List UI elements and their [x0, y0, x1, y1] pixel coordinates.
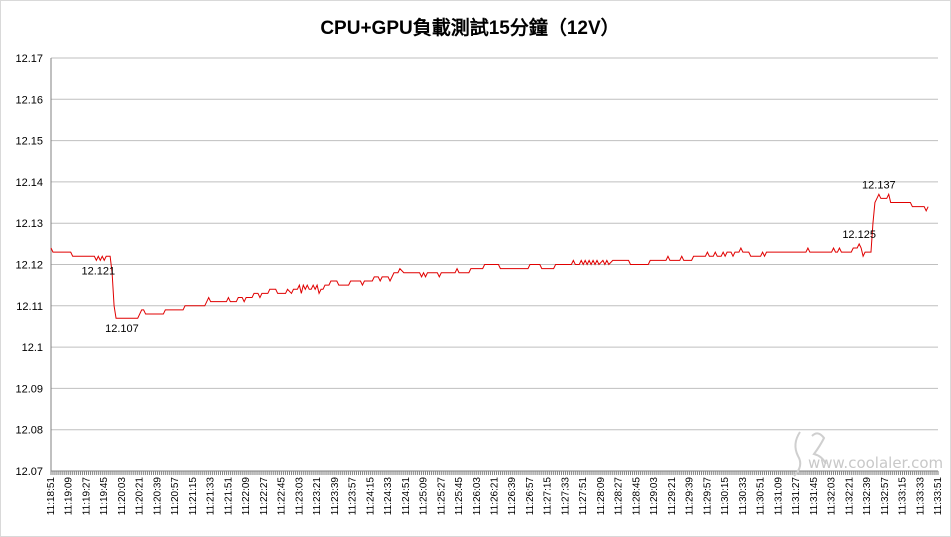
x-tick-label: 11:29:39: [685, 477, 696, 516]
x-tick-label: 11:24:51: [401, 477, 412, 516]
series: [50, 192, 929, 319]
y-tick-label: 12.13: [15, 218, 43, 230]
x-tick-label: 11:20:21: [135, 477, 146, 516]
x-tick-label: 11:25:27: [436, 477, 447, 516]
data-labels: 12.121 12.107 12.125 12.137: [81, 179, 895, 335]
x-tick-label: 11:33:15: [898, 477, 909, 516]
y-tick-label: 12.09: [15, 383, 43, 395]
x-tick-label: 11:26:21: [490, 477, 501, 516]
x-tick-label: 11:18:51: [46, 477, 57, 516]
x-tick-label: 11:20:03: [117, 477, 128, 516]
y-tick-label: 12.11: [16, 301, 43, 313]
x-tick-label: 11:28:27: [614, 477, 625, 516]
x-tick-label: 11:32:39: [862, 477, 873, 516]
x-tick-label: 11:21:33: [206, 477, 217, 516]
watermark-logo-icon: [793, 431, 827, 477]
x-tick-label: 11:23:57: [348, 477, 359, 516]
x-tick-label: 11:32:03: [827, 477, 838, 516]
x-tick-label: 11:29:21: [667, 477, 678, 516]
x-tick-label: 11:23:21: [312, 477, 323, 516]
y-tick-label: 12.14: [15, 177, 43, 189]
x-tick-label: 11:22:27: [259, 477, 270, 516]
watermark-text: www.coolaler.com: [808, 454, 943, 472]
x-tick-label: 11:33:33: [915, 477, 926, 516]
x-tick-label: 11:30:33: [738, 477, 749, 516]
x-tick-label: 11:27:33: [560, 477, 571, 516]
y-tick-label: 12.16: [15, 94, 43, 106]
x-tick-label: 11:28:45: [631, 477, 642, 516]
x-tick-label: 11:28:09: [596, 477, 607, 516]
x-tick-label: 11:27:15: [543, 477, 554, 516]
x-tick-label: 11:19:45: [99, 477, 110, 516]
x-tick-label: 11:20:57: [170, 477, 181, 516]
chart-title: CPU+GPU負載測試15分鐘（12V）: [320, 16, 619, 39]
y-tick-label: 12.07: [15, 466, 43, 478]
data-label: 12.125: [842, 229, 876, 241]
x-tick-label: 11:27:51: [578, 477, 589, 516]
x-tick-label: 11:23:39: [330, 477, 341, 516]
x-tick-label: 11:26:57: [525, 477, 536, 516]
y-axis-tick-labels: 12.07 12.08 12.09 12.1 12.11 12.12 12.13 12.14 1…: [15, 53, 43, 478]
x-axis-tick-labels: 11:18:51 11:19:09 11:19:27 11:19:45 11:20:03…: [46, 477, 944, 516]
x-tick-label: 11:32:21: [844, 477, 855, 516]
x-tick-label: 11:29:57: [702, 477, 713, 516]
data-label: 12.107: [105, 323, 139, 335]
y-tick-label: 12.12: [15, 260, 43, 272]
x-tick-label: 11:30:15: [720, 477, 731, 516]
x-tick-label: 11:19:09: [64, 477, 75, 516]
y-tick-label: 12.08: [15, 425, 43, 437]
x-tick-label: 11:19:27: [81, 477, 92, 516]
x-tick-label: 11:24:15: [365, 477, 376, 516]
x-tick-label: 11:23:03: [294, 477, 305, 516]
x-tick-label: 11:25:45: [454, 477, 465, 516]
x-tick-label: 11:29:03: [649, 477, 660, 516]
series-line: [50, 192, 929, 319]
y-tick-label: 12.1: [22, 342, 43, 354]
watermark: www.coolaler.com: [793, 431, 943, 477]
data-label: 12.137: [862, 179, 896, 191]
x-tick-label: 11:26:39: [507, 477, 518, 516]
x-tick-label: 11:21:51: [223, 477, 234, 516]
x-tick-label: 11:25:09: [419, 477, 430, 516]
x-tick-label: 11:21:15: [188, 477, 199, 516]
x-tick-label: 11:31:27: [791, 477, 802, 516]
y-tick-label: 12.17: [15, 53, 43, 65]
x-tick-label: 11:31:45: [809, 477, 820, 516]
x-tick-label: 11:33:51: [933, 477, 944, 516]
x-tick-label: 11:31:09: [773, 477, 784, 516]
x-tick-label: 11:30:51: [756, 477, 767, 516]
axes: [50, 58, 939, 475]
x-tick-label: 11:22:45: [277, 477, 288, 516]
y-tick-label: 12.15: [15, 136, 43, 148]
x-tick-label: 11:24:33: [383, 477, 394, 516]
data-label: 12.121: [81, 265, 115, 277]
x-tick-label: 11:20:39: [152, 477, 163, 516]
x-tick-label: 11:26:03: [472, 477, 483, 516]
x-tick-label: 11:32:57: [880, 477, 891, 516]
x-tick-label: 11:22:09: [241, 477, 252, 516]
